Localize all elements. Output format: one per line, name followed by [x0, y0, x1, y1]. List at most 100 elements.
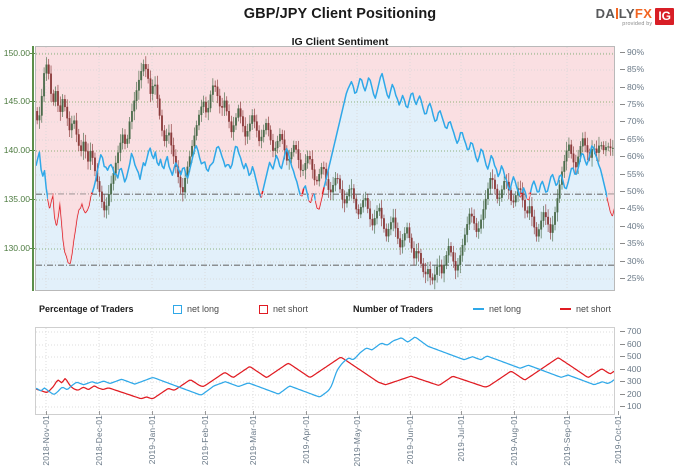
candle-body [163, 130, 166, 142]
candle-body [563, 161, 566, 172]
candle-body [607, 146, 610, 148]
candle-body [304, 162, 307, 171]
date-tick-label: 2019-Mar-01 [248, 415, 258, 466]
candle-body [574, 162, 577, 168]
sentiment-chart-panel [35, 46, 615, 291]
date-tick-mark [205, 411, 206, 415]
price-tick-label: 130.00 [3, 243, 30, 253]
candle-body [50, 73, 52, 94]
candle-body [66, 106, 69, 119]
number-of-traders-plot [36, 328, 614, 414]
traders-tick-mark [620, 344, 625, 345]
provided-by-label: provided by [622, 21, 653, 27]
date-tick-label: 2019-Feb-01 [200, 415, 210, 466]
date-tick-mark [514, 411, 515, 415]
candle-body [322, 167, 325, 170]
percentage-tick-label: 60% [627, 151, 645, 161]
candle-body [126, 138, 129, 144]
candle-body [89, 150, 92, 162]
candle-body [547, 216, 550, 225]
candle-body [383, 218, 385, 229]
candle-body [239, 108, 242, 117]
candle-body [198, 114, 200, 126]
candle-body [179, 176, 182, 188]
candle-body [396, 227, 399, 239]
percentage-tick-label: 55% [627, 169, 645, 179]
date-axis-labels: 2018-Nov-01 2018-Dec-01 2019-Jan-01 2019-Fe… [0, 411, 680, 471]
chart-legend: Percentage of Traders net long net short… [35, 301, 615, 317]
candle-body [144, 64, 147, 70]
candle-body [482, 209, 485, 220]
candle-body [258, 130, 261, 142]
traders-tick-mark [620, 369, 625, 370]
percentage-tick-mark [620, 208, 625, 209]
candle-body [313, 169, 316, 181]
candle-body [586, 145, 589, 153]
candle-body [200, 106, 203, 116]
candle-body [480, 219, 482, 229]
chart-subtitle: IG Client Sentiment [291, 36, 389, 48]
percentage-tick-mark [620, 278, 625, 279]
candle-body [475, 223, 478, 232]
candle-body [82, 141, 85, 152]
candle-body [389, 222, 392, 230]
candle-body [274, 147, 277, 151]
candle-body [424, 271, 427, 275]
traders-tick-label: 400 [627, 364, 642, 374]
candle-body [43, 73, 46, 97]
percentage-tick-mark [620, 156, 625, 157]
net-short-box-swatch [259, 304, 268, 314]
candle-body [487, 188, 489, 200]
candle-body [413, 248, 415, 259]
candle-body [165, 135, 168, 142]
candle-body [156, 84, 159, 99]
candle-body [581, 138, 584, 147]
candle-body [456, 264, 459, 271]
candle-body [318, 174, 321, 182]
candle-body [302, 169, 304, 171]
candle-body [611, 147, 614, 149]
candle-body [140, 71, 143, 81]
candle-body [68, 118, 71, 131]
candle-body [181, 187, 184, 193]
candle-body [357, 209, 360, 215]
candle-body [598, 145, 600, 153]
candle-body [600, 145, 603, 147]
price-tick-mark [30, 199, 35, 200]
candle-body [410, 237, 413, 249]
net-long-line [36, 151, 49, 200]
candle-body [584, 138, 587, 146]
candle-body [283, 139, 286, 151]
candle-body [376, 211, 378, 219]
candle-body [341, 188, 344, 200]
date-tick-mark [306, 411, 307, 415]
candle-body [100, 191, 103, 203]
traders-tick-mark [620, 381, 625, 382]
candle-body [366, 198, 369, 209]
percentage-tick-label: 65% [627, 134, 645, 144]
candle-body [207, 107, 210, 113]
price-tick-label: 150.00 [3, 48, 30, 58]
candle-body [408, 227, 411, 239]
percentage-tick-mark [620, 87, 625, 88]
candle-body [373, 218, 376, 226]
candle-body [470, 213, 473, 217]
candle-body [267, 122, 270, 131]
candle-body [463, 234, 466, 246]
candle-body [235, 117, 237, 126]
candle-body [461, 244, 464, 256]
candle-body [565, 150, 568, 162]
candle-body [454, 261, 457, 271]
candle-body [265, 122, 267, 131]
candle-body [124, 134, 126, 144]
candle-body [147, 68, 150, 79]
candle-body [348, 189, 351, 197]
candle-body [36, 111, 39, 121]
candle-body [315, 179, 318, 182]
candle-body [436, 266, 439, 275]
candle-body [292, 145, 295, 153]
candle-body [107, 193, 110, 206]
net-long-line [313, 193, 317, 201]
candle-body [570, 144, 573, 154]
candle-body [540, 220, 543, 230]
